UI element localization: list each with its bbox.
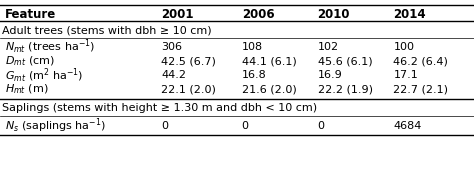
Text: 0: 0	[161, 121, 168, 131]
Text: $D_{mt}$ (cm): $D_{mt}$ (cm)	[5, 54, 55, 68]
Text: 22.2 (1.9): 22.2 (1.9)	[318, 85, 373, 95]
Text: $G_{mt}$ (m$^2$ ha$^{-1}$): $G_{mt}$ (m$^2$ ha$^{-1}$)	[5, 66, 83, 85]
Text: 45.6 (6.1): 45.6 (6.1)	[318, 56, 372, 66]
Text: Feature: Feature	[5, 8, 56, 21]
Text: 4684: 4684	[393, 121, 422, 131]
Text: 2001: 2001	[161, 8, 194, 21]
Text: 2014: 2014	[393, 8, 426, 21]
Text: 44.2: 44.2	[161, 70, 186, 80]
Text: $N_{mt}$ (trees ha$^{-1}$): $N_{mt}$ (trees ha$^{-1}$)	[5, 38, 95, 56]
Text: 0: 0	[318, 121, 325, 131]
Text: 22.7 (2.1): 22.7 (2.1)	[393, 85, 448, 95]
Text: 44.1 (6.1): 44.1 (6.1)	[242, 56, 297, 66]
Text: 42.5 (6.7): 42.5 (6.7)	[161, 56, 216, 66]
Text: 306: 306	[161, 42, 182, 52]
Text: 22.1 (2.0): 22.1 (2.0)	[161, 85, 216, 95]
Text: Saplings (stems with height ≥ 1.30 m and dbh < 10 cm): Saplings (stems with height ≥ 1.30 m and…	[2, 103, 318, 113]
Text: 0: 0	[242, 121, 249, 131]
Text: $N_s$ (saplings ha$^{-1}$): $N_s$ (saplings ha$^{-1}$)	[5, 116, 106, 135]
Text: 21.6 (2.0): 21.6 (2.0)	[242, 85, 297, 95]
Text: 46.2 (6.4): 46.2 (6.4)	[393, 56, 448, 66]
Text: 108: 108	[242, 42, 263, 52]
Text: 102: 102	[318, 42, 339, 52]
Text: $H_{mt}$ (m): $H_{mt}$ (m)	[5, 83, 48, 96]
Text: 2006: 2006	[242, 8, 274, 21]
Text: 100: 100	[393, 42, 414, 52]
Text: 2010: 2010	[318, 8, 350, 21]
Text: 16.9: 16.9	[318, 70, 342, 80]
Text: 17.1: 17.1	[393, 70, 418, 80]
Text: 16.8: 16.8	[242, 70, 266, 80]
Text: Adult trees (stems with dbh ≥ 10 cm): Adult trees (stems with dbh ≥ 10 cm)	[2, 25, 212, 35]
